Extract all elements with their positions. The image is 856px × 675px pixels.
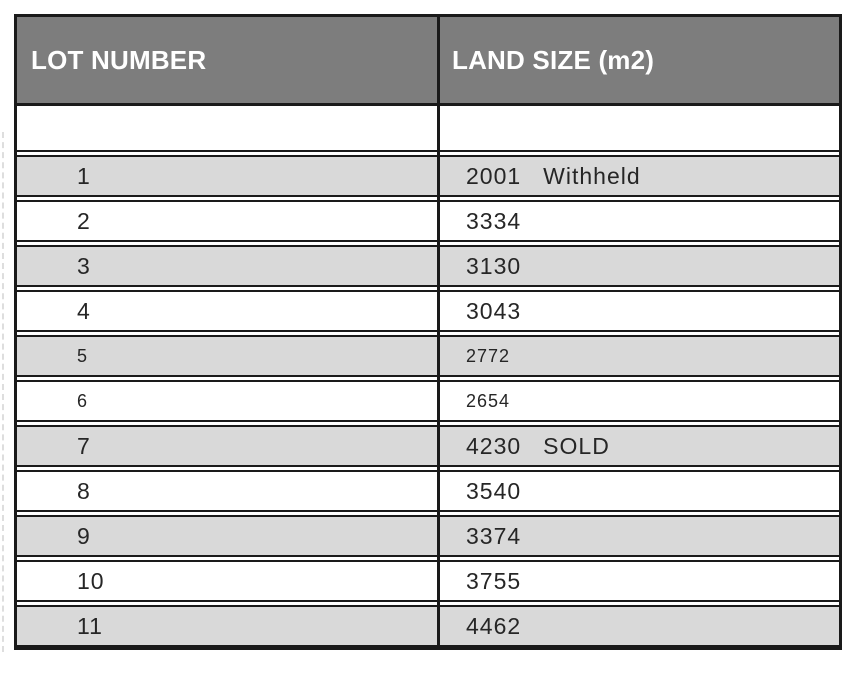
land-size-cell: 4230 SOLD [437, 433, 839, 460]
table-row: 3 3130 [17, 245, 839, 287]
land-size-value: 2654 [466, 390, 511, 411]
land-size-value: 3130 [466, 252, 522, 279]
lot-number-cell: 6 [77, 390, 89, 411]
land-size-cell: 3755 [437, 568, 839, 595]
lot-number-cell: 10 [77, 567, 105, 594]
header-cell-land-size: LAND SIZE (m2) [452, 44, 655, 75]
header-cell-lot-number: LOT NUMBER [31, 44, 207, 75]
land-size-cell: 2001 Withheld [437, 163, 839, 190]
land-size-cell: 3043 [437, 298, 839, 325]
lot-number-cell: 5 [77, 345, 89, 366]
table-row: 2 3334 [17, 200, 839, 242]
land-size-cell: 3374 [437, 523, 839, 550]
land-size-cell: 3130 [437, 253, 839, 280]
land-size-value: 2772 [466, 345, 511, 366]
land-size-value: 4462 [466, 612, 522, 639]
land-size-value: 3043 [466, 297, 522, 324]
lot-number-cell: 11 [77, 612, 103, 639]
land-size-cell: 3540 [437, 478, 839, 505]
table-header-row: LOT NUMBER LAND SIZE (m2) [17, 17, 839, 106]
land-size-value: 3334 [466, 207, 522, 234]
lot-number-cell: 4 [77, 297, 91, 324]
table-row: 1 2001 Withheld [17, 155, 839, 197]
land-size-value: 3374 [466, 522, 522, 549]
table-row: 6 2654 [17, 380, 839, 422]
column-divider [437, 17, 440, 647]
table-row: 5 2772 [17, 335, 839, 377]
empty-spacer-row [17, 106, 839, 152]
table-row: 11 4462 [17, 605, 839, 647]
lot-number-cell: 8 [77, 477, 91, 504]
table-row: 7 4230 SOLD [17, 425, 839, 467]
lot-number-cell: 7 [77, 432, 91, 459]
land-size-value: 3755 [466, 567, 522, 594]
lot-number-cell: 9 [77, 522, 91, 549]
land-size-cell: 2772 [437, 346, 839, 367]
table-row: 10 3755 [17, 560, 839, 602]
land-size-value: 2001 [466, 162, 522, 189]
lot-number-cell: 1 [77, 162, 91, 189]
land-size-value: 4230 [466, 432, 522, 459]
land-size-cell: 3334 [437, 208, 839, 235]
table-row: 4 3043 [17, 290, 839, 332]
lot-number-cell: 3 [77, 252, 91, 279]
availability-note: SOLD [543, 432, 610, 459]
scan-artifact-line [2, 132, 4, 652]
table-row: 8 3540 [17, 470, 839, 512]
land-size-cell: 2654 [437, 391, 839, 412]
availability-note: Withheld [543, 162, 641, 189]
table-row: 9 3374 [17, 515, 839, 557]
table-body: 1 2001 Withheld 2 3334 3 3130 4 3043 5 2… [17, 155, 839, 647]
lot-size-table: LOT NUMBER LAND SIZE (m2) 1 2001 Withhel… [14, 14, 842, 650]
land-size-value: 3540 [466, 477, 522, 504]
land-size-cell: 4462 [437, 613, 839, 640]
lot-number-cell: 2 [77, 207, 91, 234]
